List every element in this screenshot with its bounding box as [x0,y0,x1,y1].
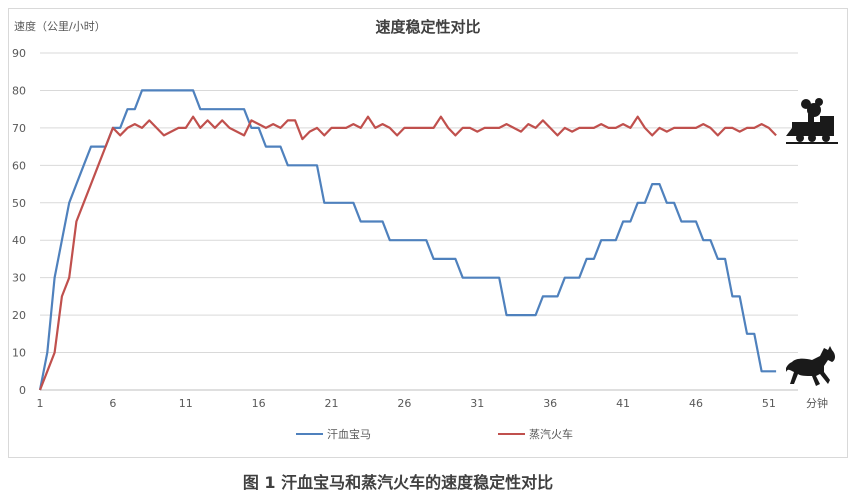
y-tick-label: 70 [12,122,26,135]
y-tick-label: 0 [19,384,26,397]
y-tick-label: 80 [12,84,26,97]
y-axis-label: 速度（公里/小时） [14,19,106,33]
x-tick-label: 41 [616,397,630,410]
y-tick-labels: 0 10 20 30 40 50 60 70 80 90 [12,47,26,397]
series-line-train [38,115,777,391]
series-lines [38,89,777,391]
x-tick-label: 46 [689,397,703,410]
y-tick-label: 50 [12,197,26,210]
x-tick-label: 6 [109,397,116,410]
x-tick-label: 31 [470,397,484,410]
series-line-horse [38,89,777,391]
chart-title: 速度稳定性对比 [375,18,480,36]
legend-label-horse: 汗血宝马 [327,427,371,441]
y-tick-label: 60 [12,159,26,172]
x-tick-label: 21 [325,397,339,410]
y-tick-label: 10 [12,347,26,360]
x-tick-label: 1 [37,397,44,410]
legend-label-train: 蒸汽火车 [529,427,573,441]
legend: 汗血宝马 蒸汽火车 [296,427,573,441]
y-tick-label: 30 [12,272,26,285]
x-tick-label: 11 [179,397,193,410]
figure-caption: 图 1 汗血宝马和蒸汽火车的速度稳定性对比 [243,473,553,492]
x-tick-label: 51 [762,397,776,410]
chart-frame [8,8,848,458]
y-tick-label: 40 [12,234,26,247]
horse-icon [786,346,835,386]
x-tick-label: 26 [397,397,411,410]
x-tick-label: 36 [543,397,557,410]
x-axis-label: 分钟 [806,396,828,410]
steam-train-icon [786,98,838,144]
y-tick-label: 20 [12,309,26,322]
y-tick-label: 90 [12,47,26,60]
x-tick-label: 16 [252,397,266,410]
x-tick-labels: 1 6 11 16 21 26 31 36 41 46 51 [37,397,776,410]
